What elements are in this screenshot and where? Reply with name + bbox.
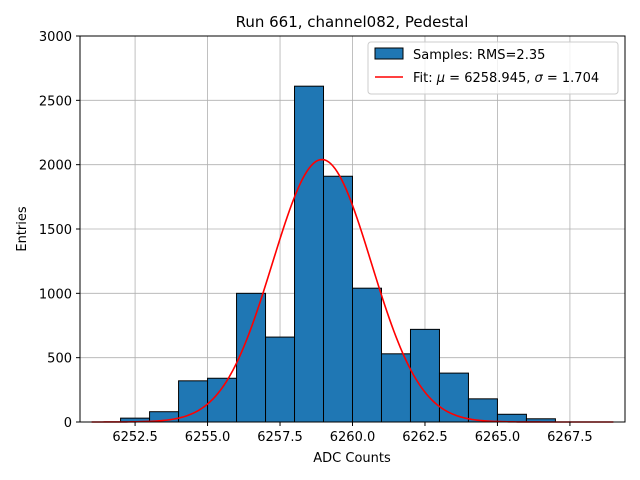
x-axis-label: ADC Counts (313, 451, 391, 466)
histogram-bars (120, 85, 556, 423)
y-axis-ticks: 0 500 1000 1500 2000 2500 3000 (39, 30, 80, 431)
x-tick-label: 6262.5 (402, 430, 448, 445)
histogram-bar (467, 398, 498, 423)
legend-swatch-samples (374, 47, 404, 60)
histogram-bar (236, 292, 267, 423)
y-tick-label: 3000 (39, 30, 72, 45)
legend-label-samples: Samples: RMS=2.35 (413, 48, 545, 63)
y-tick-label: 2000 (39, 159, 72, 174)
histogram-bar (323, 175, 354, 423)
x-tick-label: 6265.0 (475, 430, 521, 445)
y-tick-label: 1500 (39, 223, 72, 238)
y-tick-label: 0 (64, 416, 72, 431)
x-tick-label: 6252.5 (112, 430, 158, 445)
histogram-bar (496, 413, 527, 423)
x-tick-label: 6260.0 (330, 430, 376, 445)
legend-box (367, 41, 619, 95)
chart-title: Run 661, channel082, Pedestal (236, 13, 469, 31)
histogram-bar (380, 353, 411, 423)
x-tick-label: 6255.0 (185, 430, 231, 445)
x-axis-ticks: 6252.5 6255.0 6257.5 6260.0 6262.5 6265.0 6267… (112, 422, 593, 445)
y-tick-label: 1000 (39, 287, 72, 302)
y-axis-label: Entries (15, 206, 30, 252)
histogram-bar (409, 328, 440, 423)
histogram-bar (265, 336, 296, 423)
x-tick-label: 6257.5 (257, 430, 303, 445)
histogram-bar (294, 85, 325, 423)
y-tick-label: 2500 (39, 94, 72, 109)
legend-label-fit: Fit: μ = 6258.945, σ = 1.704 (413, 71, 599, 86)
x-tick-label: 6267.5 (547, 430, 593, 445)
legend: Samples: RMS=2.35 Fit: μ = 6258.945, σ =… (367, 41, 619, 95)
histogram-bar (352, 287, 382, 423)
histogram-bar (178, 380, 209, 423)
y-tick-label: 500 (47, 352, 72, 367)
